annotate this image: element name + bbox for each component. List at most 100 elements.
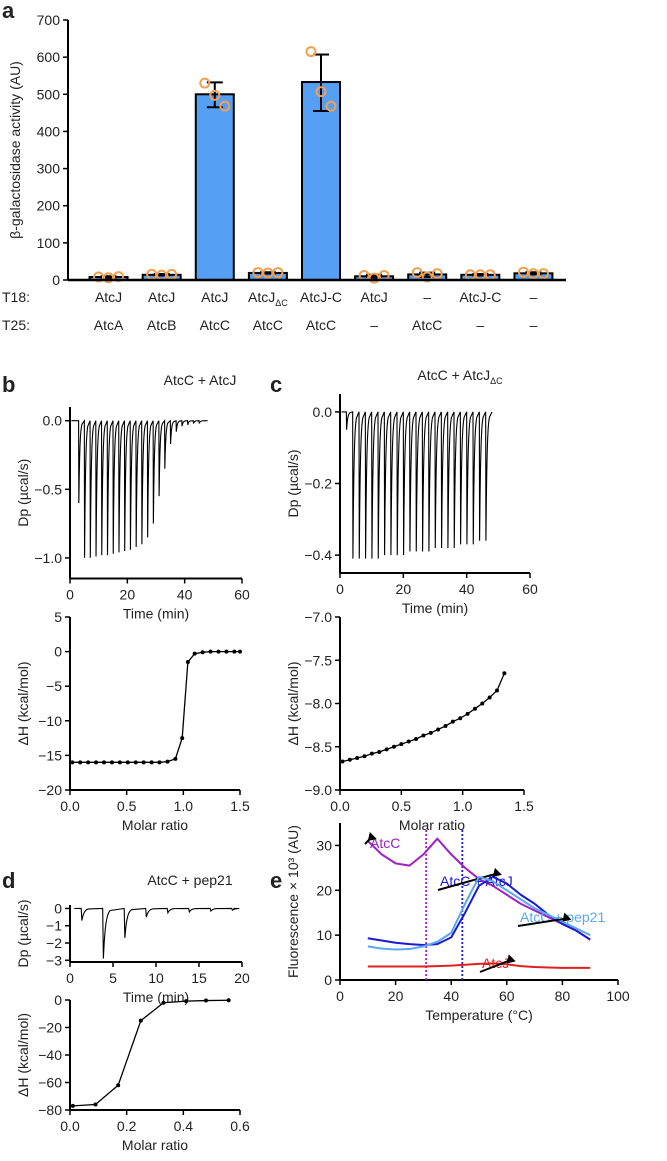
subscript: ΔC	[275, 298, 288, 308]
t18-label: AtcJ-C	[459, 289, 501, 305]
x-tick-label: 5	[109, 970, 117, 986]
y-tick-label: 700	[37, 12, 61, 28]
x-tick-label: 0	[336, 581, 344, 597]
data-point	[421, 733, 426, 738]
data-point	[173, 756, 178, 761]
thermogram-trace	[74, 907, 240, 959]
data-point	[86, 760, 91, 765]
t25-label: AtcC	[412, 317, 442, 333]
y-tick-label: −7.5	[304, 652, 332, 668]
data-point	[117, 760, 122, 765]
y-tick-label: −1	[46, 918, 62, 934]
y-tick-label: 0.0	[313, 404, 333, 420]
fit-line	[72, 999, 229, 1107]
data-point	[362, 754, 367, 759]
arrowhead-icon	[506, 954, 516, 964]
y-axis-label: ΔH (kcal/mol)	[15, 1013, 31, 1097]
data-point	[272, 267, 284, 279]
series-label: AtcC	[370, 835, 400, 851]
x-axis-label: Molar ratio	[399, 817, 465, 833]
arrow-icon	[437, 872, 497, 891]
y-axis-label: Dp (µcal/s)	[285, 450, 301, 518]
panel-title: AtcC + AtcJ	[164, 372, 237, 388]
x-tick-label: 20	[388, 988, 404, 1004]
x-tick-label: 0	[66, 587, 74, 603]
y-tick-label: −0.5	[34, 481, 62, 497]
y-axis-label: Dp (µcal/s)	[15, 900, 31, 968]
y-tick-label: 0.0	[43, 413, 63, 429]
data-point	[391, 744, 396, 749]
t25-label: AtcA	[94, 317, 124, 333]
series-label: AtcC + pep21	[520, 909, 605, 925]
data-point	[487, 695, 492, 700]
data-point	[125, 760, 130, 765]
data-point	[157, 760, 162, 765]
y-tick-label: −0.4	[304, 547, 332, 563]
data-point	[138, 1018, 143, 1023]
data-point	[165, 759, 170, 764]
data-point	[377, 749, 382, 754]
data-point	[399, 742, 404, 747]
y-axis-label: Fluorescence × 10³ (AU)	[285, 825, 301, 978]
data-point	[200, 650, 205, 655]
data-point	[406, 739, 411, 744]
panel-label-a: a	[2, 0, 15, 23]
data-point	[517, 266, 529, 278]
data-point	[428, 730, 433, 735]
x-tick-label: 100	[606, 988, 630, 1004]
data-point	[199, 77, 211, 89]
y-tick-label: 200	[37, 198, 61, 214]
data-point	[78, 760, 83, 765]
y-tick-label: −2	[46, 935, 62, 951]
arrowhead-icon	[492, 867, 502, 877]
x-tick-label: 0	[66, 970, 74, 986]
thermogram-trace	[341, 411, 493, 559]
y-tick-label: 0	[52, 272, 60, 288]
data-point	[421, 271, 433, 283]
panel-label-c: c	[270, 372, 282, 397]
x-axis-label: Time (min)	[402, 600, 468, 616]
subscript: ΔC	[490, 376, 503, 386]
data-point	[149, 760, 154, 765]
y-tick-label: 500	[37, 86, 61, 102]
data-point	[465, 711, 470, 716]
x-tick-label: 0.4	[174, 1118, 194, 1134]
x-tick-label: 20	[120, 587, 136, 603]
panel-label-b: b	[2, 372, 15, 397]
x-tick-label: 1.0	[453, 798, 473, 814]
x-tick-label: 0.5	[117, 798, 137, 814]
x-tick-label: 0.0	[60, 798, 80, 814]
data-point	[537, 268, 549, 280]
y-axis-label: β-galactosidase activity (AU)	[7, 61, 23, 239]
x-tick-label: 60	[499, 988, 515, 1004]
t18-label: AtcJ	[95, 289, 122, 305]
data-point	[141, 760, 146, 765]
t25-label: –	[530, 317, 538, 333]
y-tick-label: −1.0	[34, 550, 62, 566]
y-tick-label: −40	[38, 1047, 62, 1063]
data-point	[443, 723, 448, 728]
x-tick-label: 0.0	[60, 1118, 80, 1134]
data-point	[93, 1102, 98, 1107]
data-point	[70, 760, 75, 765]
y-tick-label: 400	[37, 123, 61, 139]
x-axis-label: Molar ratio	[122, 1137, 188, 1153]
x-tick-label: 40	[443, 988, 459, 1004]
arrow-icon	[479, 959, 511, 973]
data-point	[347, 757, 352, 762]
data-point	[431, 268, 443, 280]
arrow-icon	[517, 917, 566, 927]
data-point	[252, 267, 264, 279]
data-point	[94, 760, 99, 765]
y-tick-label: 10	[316, 927, 332, 943]
data-point	[93, 271, 105, 283]
t18-label: AtcJΔC	[248, 289, 288, 308]
t25-label: –	[476, 317, 484, 333]
y-tick-label: 100	[37, 235, 61, 251]
data-point	[180, 736, 185, 741]
y-tick-label: 0	[54, 900, 62, 916]
y-tick-label: 0	[54, 644, 62, 660]
data-point	[458, 716, 463, 721]
t18-label: –	[423, 289, 431, 305]
y-axis-label: ΔH (kcal/mol)	[285, 661, 301, 745]
